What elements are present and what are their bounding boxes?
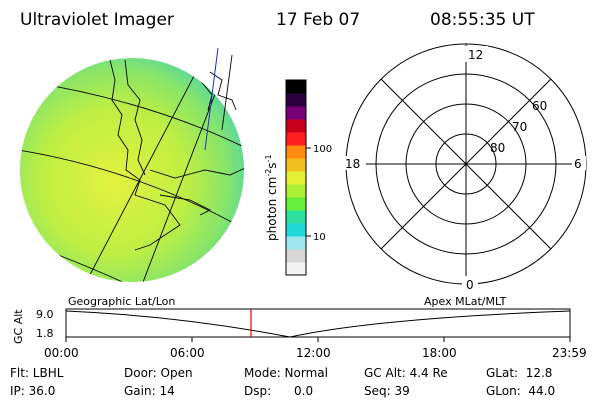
mlt-label-0: 0	[466, 278, 474, 292]
geographic-label: Geographic Lat/Lon	[68, 295, 175, 308]
colorbar-segment	[286, 158, 306, 172]
image-date: 17 Feb 07	[276, 10, 360, 30]
colorbar-segment	[286, 223, 306, 237]
altitude-strip: Geographic Lat/Lon Apex MLat/MLT GC Alt …	[12, 295, 587, 360]
glat-info: GLat: 12.8	[486, 366, 552, 380]
colorbar-segment	[286, 106, 306, 120]
coastline	[159, 194, 212, 216]
colorbar-tick-10: 10	[313, 232, 326, 243]
colorbar-segment	[286, 184, 306, 198]
instrument-title: Ultraviolet Imager	[20, 10, 174, 30]
mlt-label-6: 6	[574, 157, 582, 171]
ip-info: IP: 36.0	[10, 384, 55, 398]
gc-alt-info: GC Alt: 4.4 Re	[364, 366, 448, 380]
colorbar-segment	[286, 132, 306, 146]
filter-info: Flt: LBHL	[10, 366, 64, 380]
colorbar-segment	[286, 249, 306, 263]
colorbar-tick-100: 100	[313, 144, 332, 155]
colorbar-unit-label: photon cm-2s-1	[264, 154, 279, 241]
altitude-curve	[65, 310, 571, 338]
mlt-label-18: 18	[345, 157, 360, 171]
polar-grid	[345, 43, 587, 285]
auroral-image	[20, 47, 244, 282]
coastline	[109, 59, 181, 251]
mlat-label-60: 60	[532, 99, 547, 113]
x-tick-1200: 12:00	[296, 346, 331, 360]
image-time: 08:55:35 UT	[430, 10, 535, 30]
colorbar-segment	[286, 262, 306, 276]
colorbar-segment	[286, 210, 306, 224]
coastline	[124, 59, 146, 176]
colorbar-segment	[286, 119, 306, 133]
colorbar-segment	[286, 197, 306, 211]
mlt-label-12: 12	[468, 48, 483, 62]
seq-info: Seq: 39	[364, 384, 410, 398]
gc-alt-axis-label: GC Alt	[12, 309, 25, 344]
x-tick-0600: 06:00	[170, 346, 205, 360]
colorbar-segment	[286, 145, 306, 159]
apex-label: Apex MLat/MLT	[424, 295, 507, 308]
info-block: Flt: LBHL IP: 36.0 Door: Open Gain: 14 M…	[10, 366, 555, 398]
colorbar-segment	[286, 80, 306, 94]
x-tick-0000: 00:00	[44, 346, 79, 360]
x-tick-1800: 18:00	[422, 346, 457, 360]
color-scale: 100 10 photon cm-2s-1	[264, 79, 332, 276]
glon-info: GLon: 44.0	[486, 384, 555, 398]
mlat-label-80: 80	[490, 141, 505, 155]
colorbar-segment	[286, 93, 306, 107]
latitude-line	[20, 149, 244, 233]
dsp-info: Dsp: 0.0	[244, 384, 313, 398]
mode-info: Mode: Normal	[244, 366, 328, 380]
colorbar-segment	[286, 171, 306, 185]
y-tick-top: 9.0	[36, 308, 54, 321]
image-disk	[20, 58, 244, 282]
y-tick-bottom: 1.8	[36, 327, 54, 340]
door-info: Door: Open	[124, 366, 193, 380]
gain-info: Gain: 14	[124, 384, 175, 398]
coastline	[149, 167, 244, 179]
x-tick-2359: 23:59	[552, 346, 587, 360]
mlat-label-70: 70	[512, 120, 527, 134]
colorbar-segment	[286, 236, 306, 250]
